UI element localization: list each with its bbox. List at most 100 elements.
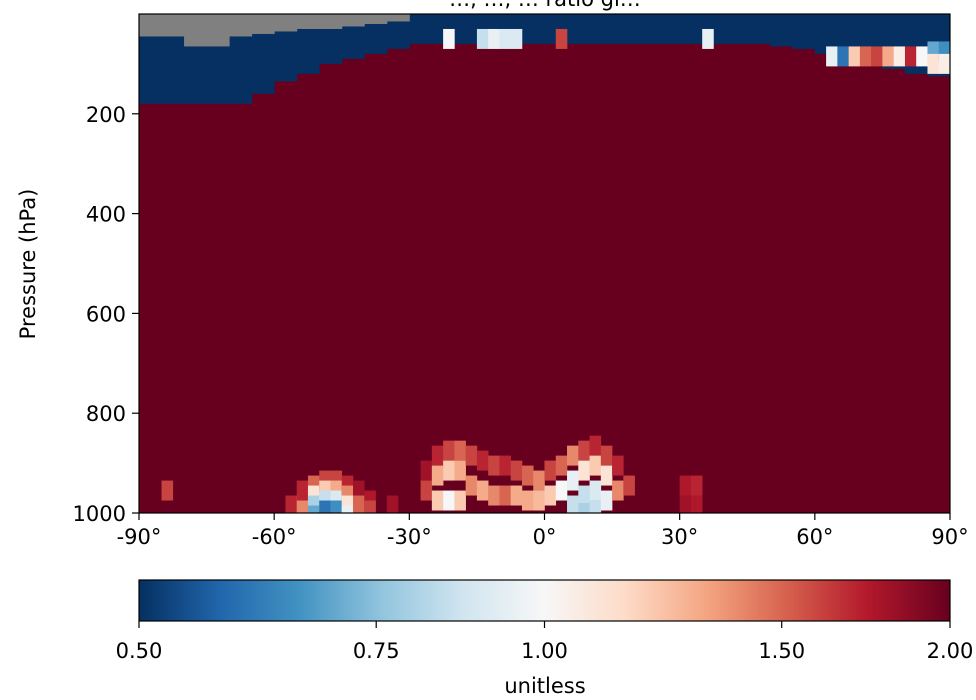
heatmap-cell [443,440,455,461]
y-tick-label: 400 [86,203,126,227]
heatmap-cell [319,480,331,501]
heatmap-cell [499,28,512,49]
colorbar-gradient [138,579,951,622]
upper-region-cell [679,14,703,44]
heatmap-cell [420,460,433,481]
y-axis: 200 400 600 800 1000 [73,103,139,526]
heatmap-cell [161,480,174,501]
x-tick-label: 90° [931,525,968,549]
colorbar-tick-label: 1.50 [758,639,805,663]
x-axis: -90° -60° -30° 0° 30° 60° 90° [117,513,969,549]
plot-area [138,13,951,514]
missing-data-cell [341,14,365,27]
missing-data-cell [274,14,298,32]
plot-background [139,14,950,513]
missing-data-cell [319,14,343,29]
heatmap-cell [476,480,489,501]
heatmap-cell [476,450,489,471]
heatmap-cell [589,500,602,513]
heatmap-cell [431,445,444,466]
heatmap-cell [420,480,433,501]
heatmap-cell [690,495,703,513]
upper-region-cell [567,14,591,44]
upper-region-cell [634,14,658,44]
missing-data-cell [184,14,208,47]
x-tick-label: -90° [117,525,162,549]
heatmap-cell [465,475,478,496]
heatmap-cell [679,475,692,496]
y-tick-label: 1000 [73,502,126,526]
heatmap-cell [938,53,951,74]
heatmap-cell [848,46,861,67]
heatmap-cell [431,490,444,511]
heatmap-cell [510,28,523,49]
x-tick-label: 60° [796,525,833,549]
heatmap-cell [904,46,917,67]
heatmap-cell [623,475,635,496]
upper-region-cell [769,14,793,47]
heatmap-cell [465,445,478,466]
heatmap-cell [555,480,568,501]
chart-title: …, …, … ratio gl… [449,0,641,11]
missing-data-cell [296,14,320,29]
heatmap-cell [510,460,523,481]
heatmap-cell [386,495,399,513]
heatmap-cell [679,495,692,513]
heatmap-cell [589,480,602,501]
heatmap-cell [600,445,613,466]
heatmap-cell [600,490,613,511]
upper-region-cell [747,14,771,44]
heatmap-cell [916,46,928,67]
heatmap-cell [499,455,512,476]
x-tick-label: -60° [252,525,297,549]
upper-region-cell [386,14,410,49]
heatmap-cell [521,490,534,511]
missing-data-cell [229,14,253,37]
upper-region-cell [612,14,636,44]
heatmap-cell [454,490,466,511]
heatmap-cell [938,41,951,62]
heatmap-cell [578,460,590,481]
heatmap-cell [488,28,500,49]
colorbar-tick-label: 0.75 [353,639,400,663]
heatmap-cell [578,440,590,461]
upper-region-cell [724,14,748,44]
heatmap-cell [330,480,343,501]
colorbar: 0.50 0.75 1.00 1.50 2.00 unitless [116,579,973,698]
heatmap-cell [307,495,320,513]
heatmap-cell [510,485,523,506]
colorbar-label: unitless [504,674,585,698]
upper-region-cell [589,14,613,44]
heatmap-cell [454,440,466,461]
heatmap-cell [488,455,500,476]
heatmap-cell [454,460,466,481]
heatmap-cell [826,46,838,67]
y-axis-title: Pressure (hPa) [16,189,40,340]
upper-region-cell [792,14,816,49]
heatmap-cell [927,41,940,62]
heatmap-cell [353,495,365,513]
heatmap-cell [443,28,455,49]
y-tick-label: 200 [86,103,126,127]
heatmap-cell [702,28,714,49]
heatmap-cell [612,455,624,476]
missing-data-cell [251,14,275,34]
heatmap-cell [476,28,489,49]
heatmap-cell [488,485,500,506]
heatmap-cell [341,505,354,513]
missing-data-cell [161,14,185,37]
heatmap-cell [589,455,602,476]
heatmap-cell [567,495,579,513]
heatmap-cell [567,470,579,491]
heatmap-cell [341,495,354,513]
heatmap-cell [353,480,365,501]
colorbar-tick-label: 0.50 [116,639,163,663]
upper-region-cell [814,14,838,54]
heatmap-cell [600,465,613,486]
upper-region-cell [409,14,433,44]
heatmap-cell [578,485,590,506]
heatmap-cell [307,505,320,513]
missing-data-cell [206,14,230,47]
heatmap-cell [690,475,703,496]
